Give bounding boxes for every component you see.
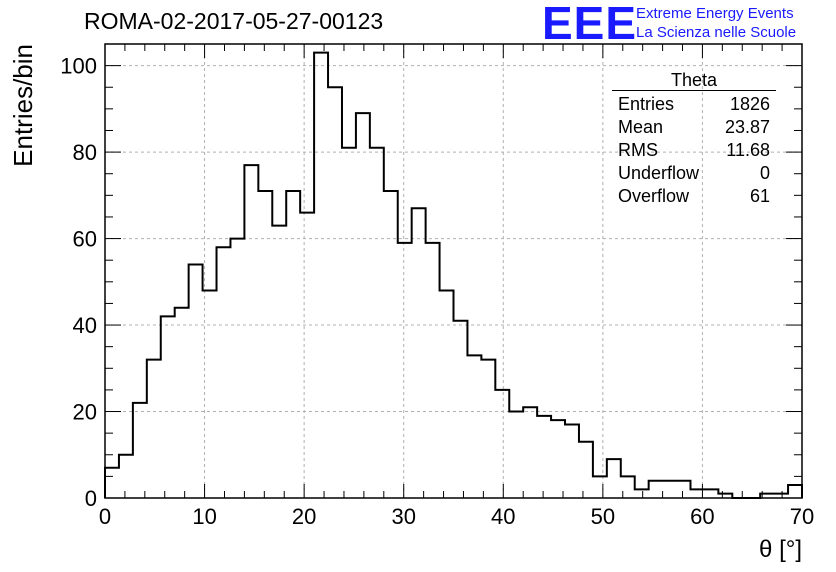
histogram-bin [217, 247, 231, 498]
stats-box: Theta Entries 1826 Mean 23.87 RMS 11.68 … [612, 70, 776, 208]
x-tick-label: 10 [192, 504, 216, 529]
stats-label: Entries [618, 94, 675, 114]
histogram-bin [412, 208, 426, 498]
histogram-bin [133, 403, 147, 498]
histogram-bin [314, 53, 328, 498]
stats-value: 11.68 [726, 140, 770, 160]
x-tick-label: 50 [591, 504, 615, 529]
histogram-bin [398, 243, 412, 498]
histogram-bin [370, 148, 384, 498]
x-tick-label: 70 [790, 504, 814, 529]
y-tick-label: 60 [73, 227, 97, 252]
y-tick-label: 40 [73, 313, 97, 338]
histogram-bin [649, 481, 663, 498]
stats-label: Underflow [618, 163, 700, 183]
histogram-bin [454, 321, 468, 498]
stats-value: 61 [749, 186, 770, 206]
histogram-bin [495, 390, 509, 498]
y-tick-label: 100 [60, 54, 97, 79]
stats-title: Theta [612, 70, 776, 91]
histogram-bin [286, 191, 300, 498]
y-tick-label: 0 [85, 486, 97, 511]
histogram-bin [481, 360, 495, 498]
histogram-bin [119, 455, 133, 498]
histogram-bin [509, 412, 523, 498]
stats-row-entries: Entries 1826 [612, 93, 776, 116]
stats-row-overflow: Overflow 61 [612, 185, 776, 208]
plot-frame [104, 43, 803, 499]
histogram-bin [230, 239, 244, 498]
histogram-bin [342, 148, 356, 498]
x-tick-label: 60 [690, 504, 714, 529]
histogram-series [104, 51, 803, 499]
histogram-bin [635, 489, 649, 498]
stats-value: 1826 [729, 94, 770, 114]
stats-label: Mean [618, 117, 664, 137]
stats-value: 23.87 [724, 117, 770, 137]
x-tick-label: 20 [292, 504, 316, 529]
histogram-bin [300, 213, 314, 498]
histogram-bin [426, 243, 440, 498]
y-tick-label: 80 [73, 140, 97, 165]
y-axis-label: Entries/bin [8, 44, 38, 167]
histogram-bin [593, 476, 607, 498]
x-tick-label: 40 [491, 504, 515, 529]
histogram-bin [551, 420, 565, 498]
histogram-bin [607, 459, 621, 498]
histogram-bin [384, 191, 398, 498]
histogram-bin [328, 87, 342, 498]
stats-label: Overflow [618, 186, 690, 206]
histogram-bin [161, 316, 175, 498]
x-tick-label: 0 [99, 504, 111, 529]
stats-row-rms: RMS 11.68 [612, 139, 776, 162]
logo-caption-line2: La Scienza nelle Scuole [636, 24, 797, 41]
eee-logo: EEE [542, 0, 638, 49]
histogram-bin [147, 360, 161, 498]
histogram-bin [258, 191, 272, 498]
histogram-bin [189, 265, 203, 498]
histogram-bin [244, 165, 258, 498]
histogram-bin [105, 468, 119, 498]
run-title: ROMA-02-2017-05-27-00123 [84, 8, 384, 34]
logo-caption: Extreme Energy Events La Scienza nelle S… [636, 4, 796, 42]
logo-caption-line1: Extreme Energy Events [636, 5, 794, 22]
histogram-bin [704, 489, 718, 498]
stats-label: RMS [618, 140, 658, 160]
histogram-bin [175, 308, 189, 498]
histogram-bin [467, 355, 481, 498]
stats-value: 0 [759, 163, 770, 183]
histogram-bin [537, 416, 551, 498]
histogram-bin [440, 290, 454, 498]
histogram-bin [523, 407, 537, 498]
x-axis-label: θ [°] [759, 536, 802, 563]
histogram-bin [677, 481, 691, 498]
y-tick-label: 20 [73, 400, 97, 425]
histogram-bin [579, 442, 593, 498]
histogram-bin [788, 485, 802, 498]
histogram-bin [272, 226, 286, 498]
histogram-bin [663, 481, 677, 498]
stats-row-mean: Mean 23.87 [612, 116, 776, 139]
stats-row-underflow: Underflow 0 [612, 162, 776, 185]
histogram-bin [356, 113, 370, 498]
x-tick-label: 30 [391, 504, 415, 529]
histogram-bin [565, 424, 579, 498]
